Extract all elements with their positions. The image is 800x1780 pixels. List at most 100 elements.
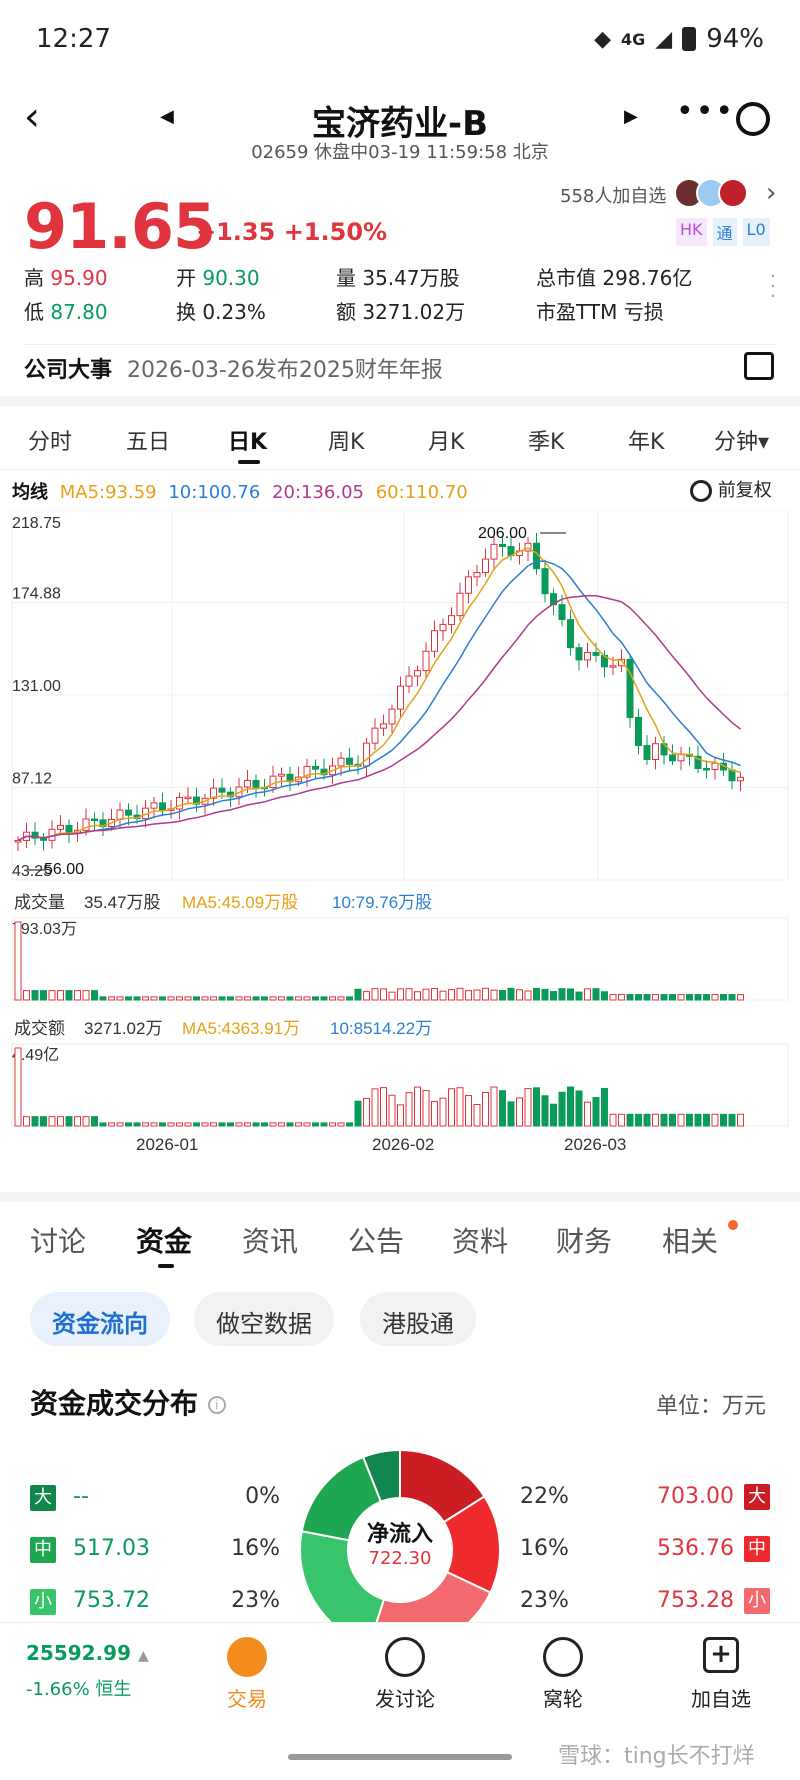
tab-weekly-k[interactable]: 周K [328, 430, 365, 455]
amount-bar [99, 1122, 107, 1127]
pill-fund-flow[interactable]: 资金流向 [30, 1292, 170, 1346]
amount-bar [150, 1122, 158, 1127]
candle-body [82, 818, 90, 831]
pill-connect[interactable]: 港股通 [360, 1292, 476, 1346]
favorites-count[interactable]: 558人加自选 [560, 186, 667, 207]
index-change: -1.66% [26, 1679, 90, 1700]
volume-bar [711, 994, 719, 1001]
tab-announcements[interactable]: 公告 [348, 1225, 405, 1258]
amount-bar [652, 1113, 659, 1127]
candle-body [184, 796, 192, 800]
candle-body [116, 809, 124, 820]
amount-bar [371, 1088, 379, 1127]
volume-bar [82, 990, 90, 1001]
candle-body [91, 818, 98, 822]
candle-body [422, 650, 430, 672]
tab-minute[interactable]: 分钟▾ [714, 430, 770, 455]
calendar-icon[interactable] [744, 352, 774, 380]
volume-bar [116, 996, 124, 1001]
nav-trade[interactable]: 交易 [192, 1637, 302, 1712]
volume-bar [40, 990, 47, 1001]
amount-bar [592, 1097, 600, 1127]
volume-bar [643, 994, 651, 1001]
candle-body [159, 802, 166, 811]
donut-slice-large-out [361, 1448, 401, 1503]
company-event[interactable]: 公司大事 2026-03-26发布2025财年年报 [24, 352, 443, 384]
amount-bar [261, 1122, 268, 1127]
nav-warrant[interactable]: 窝轮 [508, 1637, 618, 1712]
amount-bar [422, 1090, 430, 1127]
nav-add-watch[interactable]: + 加自选 [691, 1637, 751, 1711]
amount-bar [609, 1113, 617, 1127]
candle-body [456, 592, 464, 617]
more-icon[interactable]: ••• [676, 94, 736, 129]
tab-daily-k[interactable]: 日K [228, 430, 268, 455]
index-ticker[interactable]: 25592.99 ▲ -1.66% 恒生 [26, 1641, 149, 1701]
stat-turnover: 换 0.23% [176, 300, 266, 324]
y-tick-label: 87.12 [12, 771, 52, 788]
adjust-toggle[interactable]: 前复权 [690, 476, 772, 502]
tab-intraday[interactable]: 分时 [28, 430, 73, 455]
next-stock-icon[interactable]: ▶ [624, 106, 638, 127]
prev-stock-icon[interactable]: ◀ [160, 106, 174, 127]
battery-icon [682, 27, 697, 51]
tab-funds[interactable]: 资金 [136, 1225, 193, 1258]
amount-bar [499, 1090, 506, 1127]
tab-discussion[interactable]: 讨论 [30, 1225, 87, 1258]
volume-bar [567, 988, 574, 1001]
stat-pe: 市盈TTM 亏损 [536, 300, 664, 324]
candle-body [524, 542, 532, 552]
back-icon[interactable]: ‹ [24, 94, 40, 140]
amount-bar [618, 1113, 625, 1127]
tab-monthly-k[interactable]: 月K [428, 430, 465, 455]
amount-bar [320, 1122, 328, 1127]
tab-financials[interactable]: 财务 [556, 1225, 613, 1258]
volume-bar [371, 988, 379, 1001]
tab-five-day[interactable]: 五日 [126, 430, 171, 455]
candle-body [626, 658, 634, 718]
volume-bar [244, 996, 251, 1001]
net-inflow: 净流入 722.30 [340, 1516, 460, 1569]
candle-body [210, 787, 217, 799]
amount-bar [584, 1101, 591, 1127]
y-tick-label: 218.75 [12, 515, 61, 532]
candle-body [669, 754, 676, 762]
chevron-right-icon[interactable]: › [766, 178, 777, 208]
price-change: +1.35 +1.50% [196, 218, 387, 246]
volume-bar [516, 989, 523, 1001]
search-icon[interactable] [736, 102, 770, 136]
ma-legend: 均线 MA5:93.59 10:100.76 20:136.05 60:110.… [12, 482, 468, 503]
nav-post[interactable]: 发讨论 [350, 1637, 460, 1712]
stat-mktcap: 总市值 298.76亿 [536, 266, 693, 290]
volume-bar [397, 988, 404, 1001]
status-bar: 12:27 ◆ 4G ◢ 94% [0, 0, 800, 80]
stock-subtitle: 02659 休盘中03-19 11:59:58 北京 [251, 142, 549, 163]
volume-bar [388, 991, 396, 1001]
candle-body [431, 630, 438, 652]
info-icon[interactable]: i [207, 1396, 226, 1414]
candle-body [99, 819, 107, 828]
volume-bar [677, 994, 685, 1001]
volume-bar [201, 996, 209, 1001]
stat-open: 开 90.30 [176, 266, 260, 290]
volume-bar [465, 990, 472, 1001]
tab-profile[interactable]: 资料 [452, 1225, 509, 1258]
amount-bar [388, 1094, 396, 1127]
volume-bar [660, 994, 668, 1001]
net-inflow-value: 722.30 [368, 1548, 432, 1569]
tab-news[interactable]: 资讯 [242, 1225, 299, 1258]
more-stats-icon[interactable]: · · · [770, 266, 776, 307]
amount-bar [108, 1122, 115, 1127]
candle-body [414, 670, 421, 677]
network-label: 4G [621, 29, 646, 49]
kline-chart[interactable]: 218.75 174.88 131.00 87.12 43.25 206.00 —56.00… [0, 510, 800, 1190]
tab-yearly-k[interactable]: 年K [628, 430, 665, 455]
volume-bar [91, 990, 98, 1001]
volume-value: 35.47万股 [84, 893, 161, 912]
tab-quarterly-k[interactable]: 季K [528, 430, 565, 455]
volume-bar [524, 990, 532, 1001]
tab-related[interactable]: 相关 [662, 1225, 719, 1258]
volume-bar [176, 996, 183, 1001]
avatar-group[interactable] [674, 178, 748, 208]
pill-short-data[interactable]: 做空数据 [194, 1292, 334, 1346]
